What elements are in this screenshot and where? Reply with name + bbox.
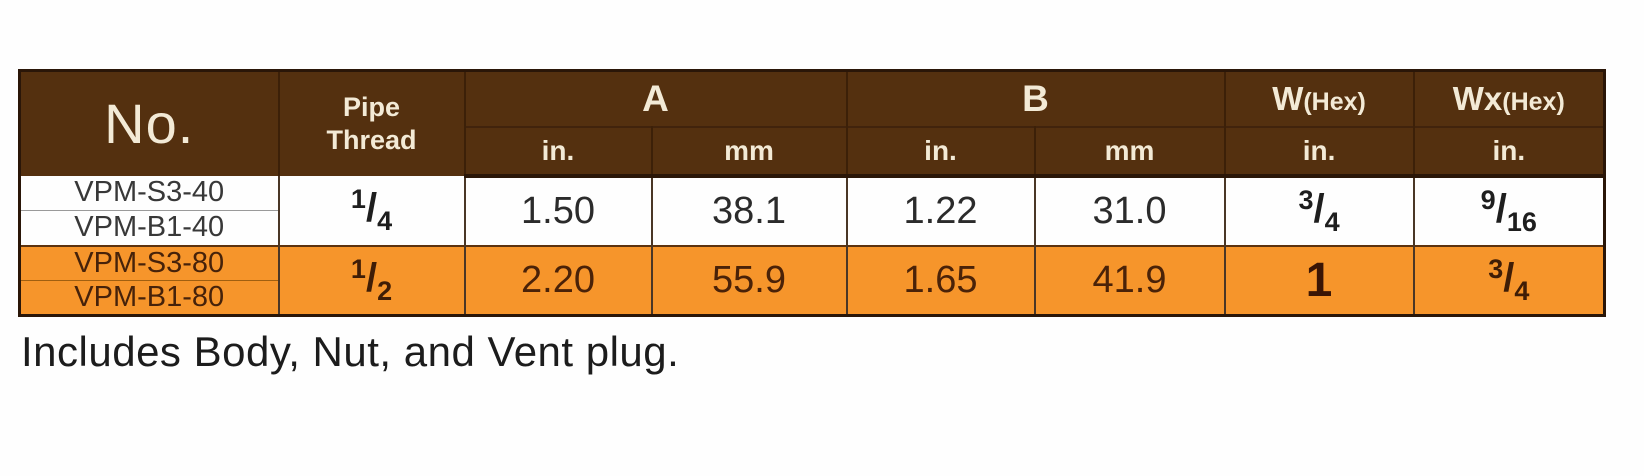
- b-in-value: 1.65: [845, 244, 1036, 316]
- col-subheader-w-in: in.: [1223, 125, 1415, 178]
- col-subheader-a-mm: mm: [650, 125, 848, 178]
- wx-hex-suffix: (Hex): [1502, 87, 1565, 116]
- wx-label: Wx: [1452, 79, 1503, 117]
- whole-number-value: 1: [1305, 253, 1333, 307]
- w-hex-suffix: (Hex): [1303, 87, 1366, 116]
- model-number: VPM-B1-80: [18, 280, 280, 316]
- col-header-w-hex: W(Hex): [1223, 70, 1415, 127]
- col-subheader-wx-in: in.: [1412, 125, 1606, 178]
- fraction-value: 1/4: [350, 183, 393, 236]
- pipe-thread-value: 1/2: [277, 244, 466, 316]
- fraction-value: 3/4: [1298, 184, 1340, 237]
- col-header-no: No.: [18, 70, 280, 176]
- table-row: VPM-B1-80: [18, 280, 1605, 316]
- fraction-value: 3/4: [1488, 253, 1530, 306]
- product-spec-table: No. Pipe Thread A B W(Hex) Wx(Hex) in. m…: [18, 69, 1607, 317]
- fraction-value: 9/16: [1480, 184, 1537, 237]
- wx-hex-value: 3/4: [1412, 244, 1606, 316]
- a-mm-value: 38.1: [650, 175, 848, 246]
- col-subheader-a-in: in.: [463, 125, 653, 178]
- b-mm-value: 41.9: [1033, 244, 1226, 316]
- b-in-value: 1.22: [845, 175, 1036, 246]
- a-in-value: 1.50: [463, 175, 653, 246]
- col-subheader-b-mm: mm: [1033, 125, 1226, 178]
- footnote: Includes Body, Nut, and Vent plug.: [21, 328, 680, 375]
- b-mm-value: 31.0: [1033, 175, 1226, 246]
- model-number: VPM-B1-40: [18, 210, 280, 246]
- a-in-value: 2.20: [463, 244, 653, 316]
- w-label: W: [1272, 79, 1304, 117]
- table-row: VPM-S3-40 1/4 1.50 38.1 1.22 31.0 3/4 9/…: [18, 175, 1606, 246]
- wx-hex-value: 9/16: [1412, 175, 1606, 246]
- model-number: VPM-S3-40: [18, 175, 280, 211]
- col-header-a: A: [463, 70, 848, 127]
- table-row: VPM-B1-40: [18, 210, 1605, 246]
- w-hex-value: 1: [1223, 244, 1415, 316]
- model-number: VPM-S3-80: [18, 244, 280, 281]
- table-row: VPM-S3-80 1/2 2.20 55.9 1.65 41.9 1 3/4: [18, 244, 1606, 316]
- col-header-wx-hex: Wx(Hex): [1412, 70, 1606, 127]
- col-header-b: B: [845, 70, 1226, 127]
- w-hex-value: 3/4: [1223, 175, 1415, 246]
- fraction-value: 1/2: [350, 253, 393, 306]
- col-header-pipe-thread: Pipe Thread: [277, 70, 466, 176]
- a-mm-value: 55.9: [650, 244, 848, 316]
- pipe-thread-value: 1/4: [277, 175, 466, 246]
- col-subheader-b-in: in.: [845, 125, 1036, 178]
